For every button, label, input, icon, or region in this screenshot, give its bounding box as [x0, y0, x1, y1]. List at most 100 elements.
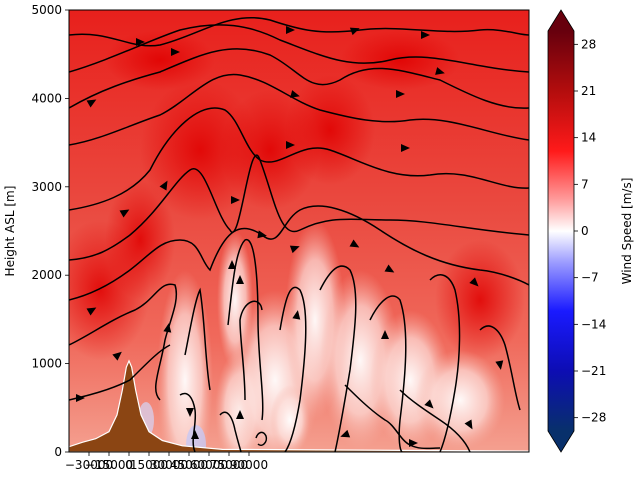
plot-area [56, 10, 529, 452]
colorbar-tick-label: 0 [581, 224, 589, 238]
low-speed-region [415, 350, 505, 450]
colorbar: 28 21 14 7 0 −7 −14 −21 −28 Wind Speed [m/s] [547, 9, 634, 453]
streamline [69, 48, 529, 109]
streamline-arrow [136, 38, 145, 46]
streamline [69, 344, 171, 401]
streamline [369, 295, 407, 452]
x-tick-label: 75000 [210, 458, 248, 472]
colorbar-tick-label: 14 [581, 131, 596, 145]
x-tick-label: 0 [125, 458, 133, 472]
streamline-arrow [76, 394, 85, 402]
x-tick-label: 45000 [170, 458, 208, 472]
streamline-arrow [421, 31, 430, 39]
terrain-profile [69, 359, 529, 452]
streamline-arrow [292, 310, 301, 320]
streamline-arrow [409, 439, 418, 447]
streamline [184, 287, 211, 391]
streamline-arrow [236, 410, 244, 419]
speed-field-features [69, 30, 525, 452]
streamline [69, 16, 529, 47]
colorbar-body [548, 31, 574, 431]
streamline [399, 389, 471, 452]
streamline-arrow [381, 330, 389, 339]
y-axis: 0 1000 2000 3000 4000 5000 [31, 3, 69, 459]
y-tick-label: 5000 [31, 3, 62, 17]
colorbar-tick-label: −28 [581, 411, 606, 425]
streamline-arrow [191, 430, 199, 439]
y-tick-label: 4000 [31, 91, 62, 105]
high-speed-region [105, 30, 215, 90]
streamline [344, 384, 441, 450]
streamline-arrow [349, 239, 360, 248]
streamline-arrow [86, 99, 97, 108]
streamline-arrow [340, 429, 351, 438]
streamline-arrow [286, 26, 295, 34]
streamline [479, 325, 521, 411]
low-speed-region [157, 270, 213, 452]
terrain-layer [69, 359, 529, 452]
streamline [227, 239, 264, 421]
streamline-arrow [435, 67, 445, 75]
streamline-arrow [349, 27, 360, 36]
x-tick-label: −30000 [65, 458, 113, 472]
streamline-arrow [86, 307, 97, 316]
high-speed-region [105, 180, 175, 300]
high-speed-region [340, 30, 460, 90]
colorbar-label: Wind Speed [m/s] [620, 178, 634, 285]
colorbar-tick-label: −7 [581, 271, 599, 285]
low-speed-region [270, 385, 310, 452]
y-axis-label: Height ASL [m] [3, 186, 17, 277]
streamline [319, 265, 357, 452]
y-tick-label: 3000 [31, 180, 62, 194]
streamline-arrow [56, 394, 65, 402]
x-tick-label: 90000 [230, 458, 268, 472]
streamline [219, 411, 242, 452]
streamline [255, 431, 268, 447]
streamline [69, 205, 529, 301]
streamline-arrow [424, 399, 434, 409]
colorbar-max-extension [548, 10, 574, 31]
x-tick-label: 60000 [190, 458, 228, 472]
y-tick-label: 0 [54, 445, 62, 459]
colorbar-tick-label: −14 [581, 317, 606, 331]
streamline-arrow [119, 209, 130, 218]
colorbar-tick-label: 21 [581, 84, 596, 98]
streamline [279, 286, 307, 452]
streamline-arrow [231, 196, 240, 204]
streamline-arrow [236, 275, 244, 284]
streamline-arrow [112, 351, 122, 361]
streamline-arrow [469, 277, 479, 287]
streamline-arrow [186, 408, 194, 417]
x-tick-label: −15000 [85, 458, 133, 472]
colorbar-ticks: 28 21 14 7 0 −7 −14 −21 −28 [574, 37, 606, 425]
low-speed-region [217, 230, 253, 370]
colorbar-tick-label: −21 [581, 364, 606, 378]
streamline-arrow [384, 264, 395, 273]
colorbar-min-extension [548, 431, 574, 452]
colorbar-tick-label: 28 [581, 37, 596, 51]
streamline-arrow [464, 419, 473, 430]
streamline [429, 274, 461, 452]
plot-frame [68, 9, 530, 453]
streamline [69, 154, 529, 261]
streamline-arrow [290, 90, 300, 98]
streamline-arrow [495, 360, 504, 370]
x-axis: −30000−150000150003000045000600007500090… [65, 452, 268, 472]
streamlines [56, 16, 529, 452]
streamline-arrow [171, 48, 180, 56]
streamline-arrow [228, 260, 236, 269]
x-tick-label: 15000 [130, 458, 168, 472]
y-tick-label: 1000 [31, 357, 62, 371]
streamline-arrow [401, 144, 410, 152]
streamline [179, 392, 197, 452]
streamline-arrow [289, 245, 300, 254]
streamline [69, 73, 529, 146]
streamline [239, 300, 263, 401]
streamline-arrow [163, 323, 172, 333]
streamline-arrow [257, 230, 267, 239]
streamline-arrow [159, 180, 168, 191]
high-speed-region [285, 75, 375, 185]
streamline-arrow [286, 141, 295, 149]
colorbar-outline [547, 9, 575, 453]
